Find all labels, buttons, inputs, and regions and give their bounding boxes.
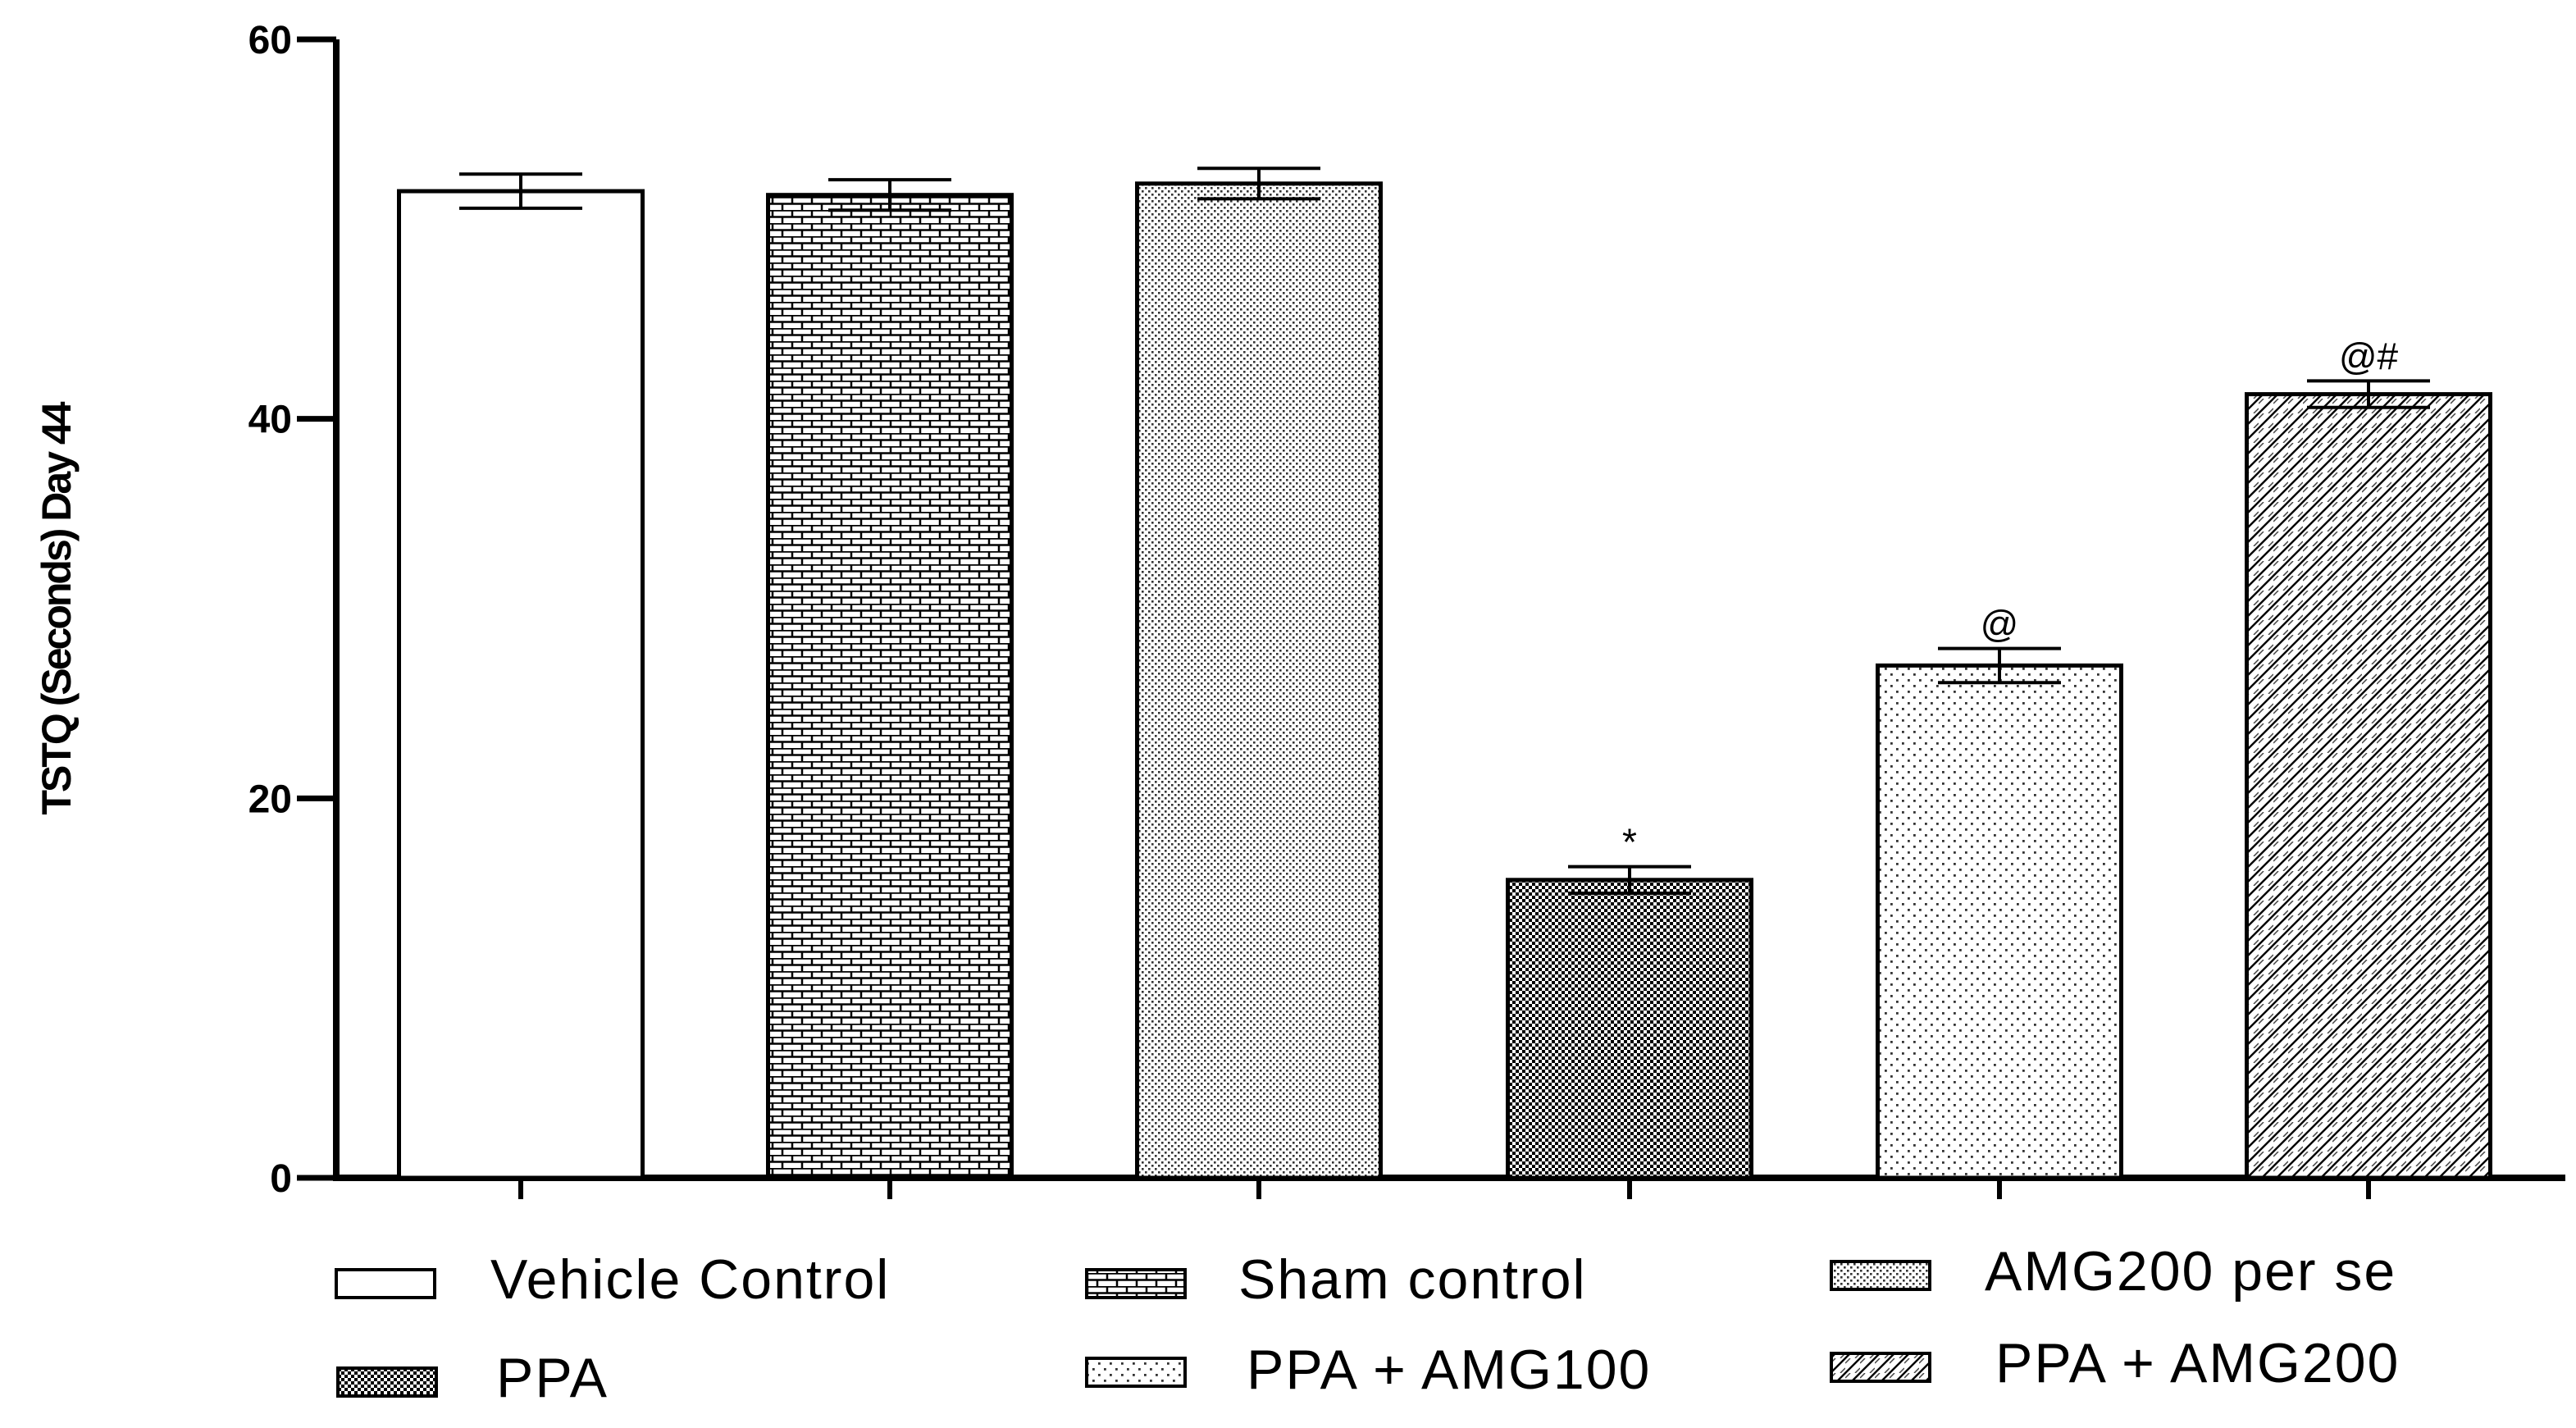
significance-label: @# xyxy=(2339,335,2399,377)
y-tick-label: 60 xyxy=(248,19,292,62)
y-tick-label: 40 xyxy=(248,399,292,442)
bar xyxy=(1506,878,1753,1180)
legend-label: PPA + AMG200 xyxy=(1995,1332,2400,1394)
bar xyxy=(1876,663,2123,1180)
legend-swatch xyxy=(336,1366,438,1398)
legend-swatch xyxy=(1830,1260,1931,1291)
significance-label: @ xyxy=(1981,603,2019,646)
legend-label: PPA + AMG100 xyxy=(1247,1339,1651,1401)
legend-label: AMG200 per se xyxy=(1985,1240,2396,1303)
y-tick-label: 0 xyxy=(270,1157,292,1201)
bar xyxy=(1135,181,1383,1180)
legend-swatch xyxy=(1085,1357,1187,1388)
legend: Vehicle Control Sham control AMG200 per se… xyxy=(335,1240,2400,1409)
y-tick-label: 20 xyxy=(248,778,292,821)
y-axis-label: TSTQ (Seconds) Day 44 xyxy=(34,401,80,814)
bar xyxy=(2245,392,2492,1180)
y-ticks: 0 20 40 60 xyxy=(248,19,336,1201)
legend-swatch xyxy=(1830,1352,1931,1383)
bar xyxy=(397,189,645,1180)
legend-swatch xyxy=(335,1268,436,1299)
legend-swatch xyxy=(1085,1268,1187,1299)
bars: * @ @# xyxy=(397,167,2492,1180)
legend-label: Sham control xyxy=(1238,1248,1587,1311)
x-ticks xyxy=(518,1178,2371,1199)
legend-label: PPA xyxy=(496,1347,609,1409)
significance-label: * xyxy=(1622,821,1637,864)
legend-label: Vehicle Control xyxy=(490,1248,890,1311)
bar xyxy=(766,193,1014,1180)
